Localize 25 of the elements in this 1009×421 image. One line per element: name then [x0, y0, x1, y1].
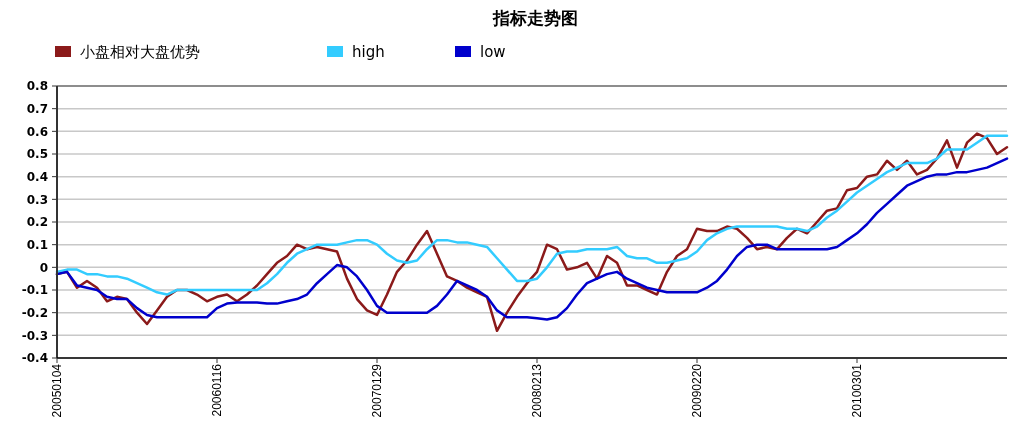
y-tick-label: 0.1: [26, 237, 48, 252]
y-tick-label: 0.8: [26, 79, 48, 94]
y-tick-label: 0.5: [26, 147, 48, 162]
x-tick-label: 20080213: [530, 363, 545, 418]
x-tick-label: 20070129: [370, 363, 385, 418]
legend-label: high: [352, 43, 385, 61]
y-tick-label: 0.7: [26, 101, 48, 116]
y-tick-label: 0.4: [26, 169, 48, 184]
y-tick-label: 0.6: [26, 124, 48, 139]
chart-title: 指标走势图: [491, 8, 578, 28]
y-tick-label: -0.2: [21, 305, 48, 320]
y-tick-label: 0.2: [26, 215, 48, 230]
x-tick-label: 20100301: [850, 363, 865, 418]
y-tick-label: -0.1: [21, 283, 48, 298]
line-series: [55, 157, 1009, 321]
y-tick-label: -0.4: [21, 351, 48, 366]
x-tick-label: 20090220: [690, 363, 705, 418]
line-series: [55, 134, 1009, 296]
legend-label: low: [480, 43, 506, 61]
y-tick-label: 0: [39, 260, 48, 275]
y-tick-label: 0.3: [26, 192, 48, 207]
y-tick-label: -0.3: [21, 328, 48, 343]
legend-label: 小盘相对大盘优势: [80, 43, 200, 61]
x-tick-label: 20060116: [210, 363, 225, 417]
x-tick-label: 20050104: [50, 363, 65, 418]
